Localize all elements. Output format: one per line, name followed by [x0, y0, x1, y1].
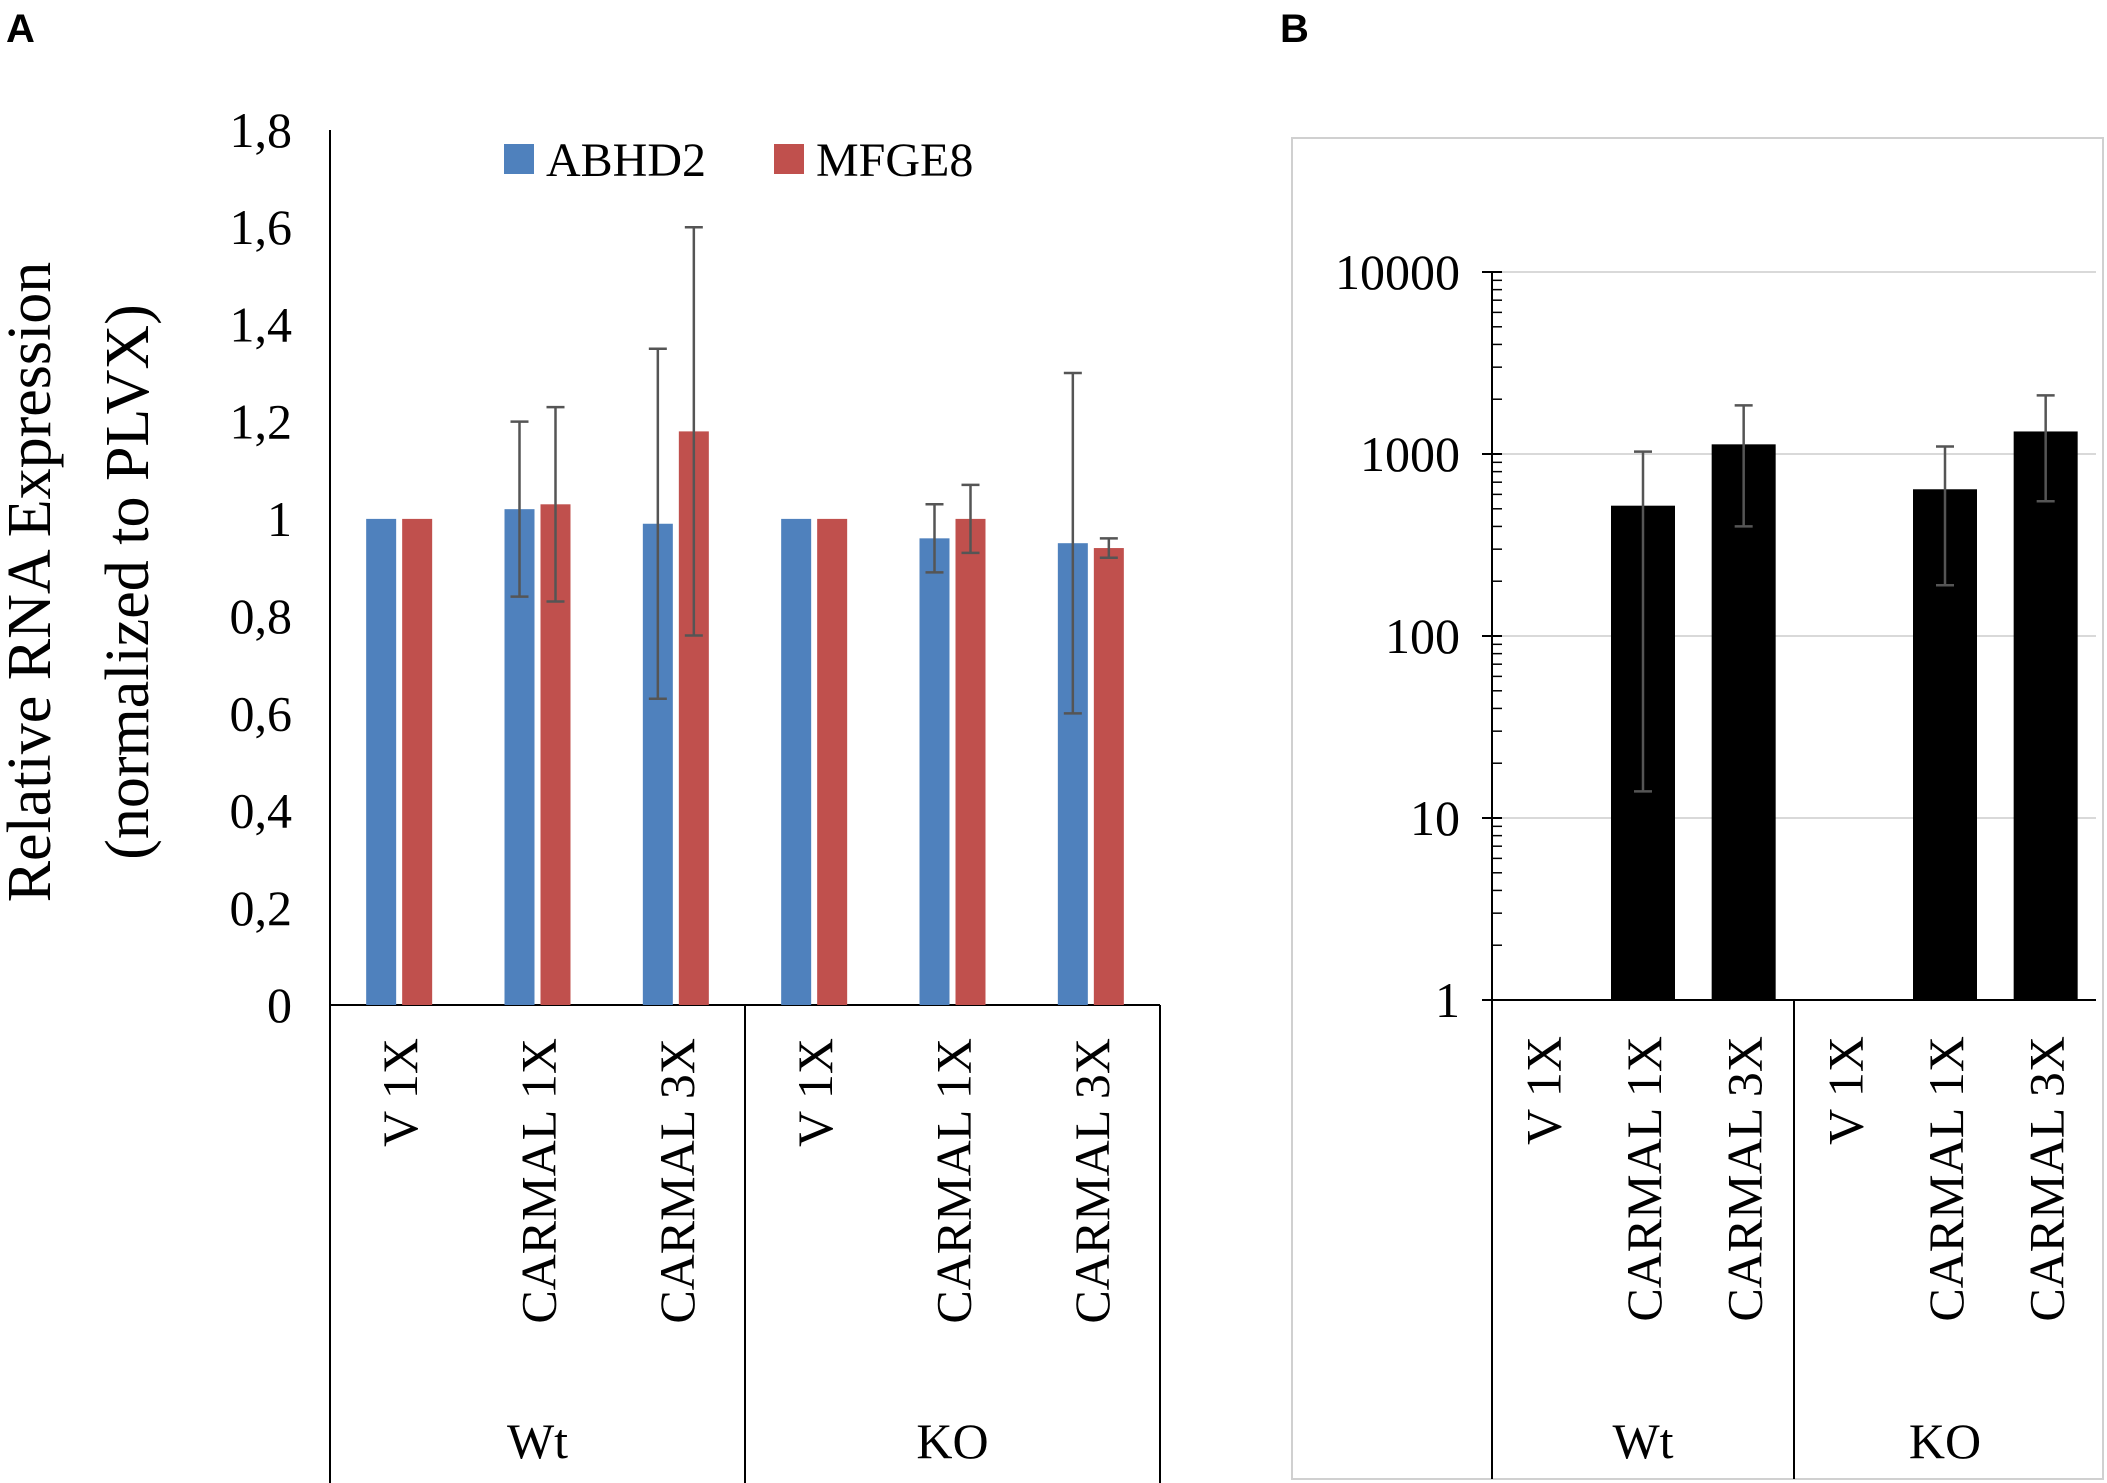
x-category-label: CARMAL 1X	[1616, 1036, 1672, 1322]
bar-abhd2	[781, 518, 812, 1005]
panel-frame	[1291, 137, 2104, 1480]
bar	[2013, 431, 2078, 1001]
x-category-label: V 1X	[372, 1038, 428, 1147]
y-tick-label: 100	[1385, 608, 1460, 664]
chart-b: 1 10 100 1000 10000 V 1X CARMAL 1X CARMAL 3X V 1…	[1291, 137, 2104, 1480]
x-category-label: V 1X	[1817, 1036, 1873, 1145]
x-category-label: CARMAL 1X	[511, 1038, 567, 1324]
x-group-label: Wt	[1612, 1413, 1673, 1469]
legend-swatch-mfge8	[774, 144, 804, 174]
x-group-label: KO	[1909, 1413, 1981, 1469]
bar-mfge8	[1093, 548, 1124, 1005]
x-category-label: V 1X	[787, 1038, 843, 1147]
y-tick-label: 0,2	[230, 880, 293, 936]
y-tick-label: 1	[1435, 972, 1460, 1028]
y-tick-label: 1,6	[230, 199, 293, 255]
x-category-label: CARMAL 3X	[1717, 1036, 1773, 1322]
bar-mfge8	[817, 518, 848, 1005]
x-category-label: CARMAL 3X	[2019, 1036, 2075, 1322]
x-category-label: CARMAL 3X	[1064, 1038, 1120, 1324]
y-tick-label: 0,8	[230, 588, 293, 644]
y-tick-label: 0,4	[230, 783, 293, 839]
y-axis-title-line2: (normalized to PLVX)	[94, 304, 162, 860]
panel-label-a: A	[6, 7, 35, 51]
bar-mfge8	[955, 518, 986, 1005]
x-category-label: CARMAL 1X	[1918, 1036, 1974, 1322]
y-tick-label: 0,6	[230, 685, 293, 741]
y-tick-label: 1,4	[230, 296, 293, 352]
x-group-label: KO	[916, 1413, 988, 1469]
chart-a: 0 0,2 0,4 0,6 0,8 1 1,2 1,4 1,6 1,8 Relative RNA E…	[0, 102, 1161, 1483]
y-tick-label: 0	[267, 977, 292, 1033]
legend-label-abhd2: ABHD2	[546, 134, 706, 187]
y-tick-label: 1,8	[230, 102, 293, 158]
x-category-label: CARMAL 1X	[926, 1038, 982, 1324]
bar	[1711, 444, 1776, 1000]
y-tick-label: 10	[1410, 790, 1460, 846]
panel-label-b: B	[1280, 7, 1309, 51]
bar-abhd2	[919, 538, 950, 1005]
y-tick-label: 1000	[1360, 426, 1460, 482]
legend-swatch-abhd2	[504, 144, 534, 174]
y-tick-label: 1	[267, 491, 292, 547]
x-category-label: V 1X	[1515, 1036, 1571, 1145]
y-tick-label: 1,2	[230, 394, 293, 450]
legend-label-mfge8: MFGE8	[816, 134, 973, 187]
bar-abhd2	[366, 518, 397, 1005]
bar-mfge8	[402, 518, 433, 1005]
x-group-label: Wt	[507, 1413, 568, 1469]
y-tick-label: 10000	[1335, 244, 1460, 300]
x-category-label: CARMAL 3X	[649, 1038, 705, 1324]
y-axis-title-line1: Relative RNA Expression	[0, 262, 64, 903]
